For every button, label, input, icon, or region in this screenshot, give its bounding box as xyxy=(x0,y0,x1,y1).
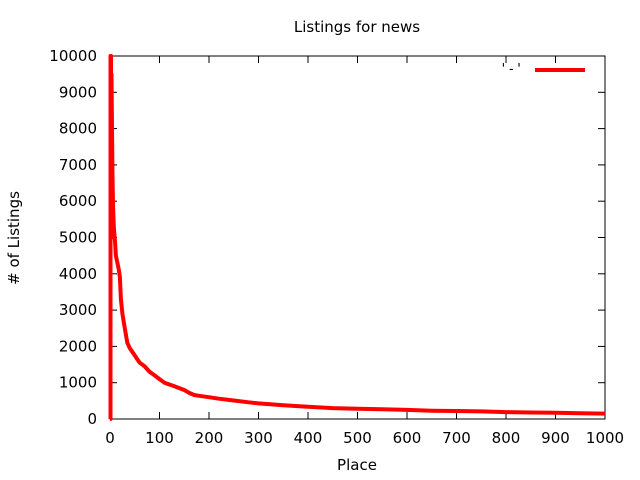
y-axis-title: # of Listings xyxy=(5,191,23,285)
y-tick-label: 2000 xyxy=(59,337,97,355)
x-tick-label: 600 xyxy=(393,429,422,447)
x-axis-title: Place xyxy=(337,456,377,474)
x-tick-label: 0 xyxy=(105,429,115,447)
y-tick-label: 9000 xyxy=(59,83,97,101)
x-tick-label: 500 xyxy=(343,429,372,447)
y-tick-label: 1000 xyxy=(59,374,97,392)
plot-frame xyxy=(109,55,606,420)
y-tick-label: 4000 xyxy=(59,265,97,283)
x-tick-label: 900 xyxy=(541,429,570,447)
x-tick-label: 1000 xyxy=(586,429,624,447)
y-tick-label: 0 xyxy=(87,410,97,428)
y-tick-label: 7000 xyxy=(59,156,97,174)
y-tick-label: 5000 xyxy=(59,229,97,247)
chart-title: Listings for news xyxy=(294,18,420,36)
legend-label: '-' xyxy=(500,62,523,77)
y-tick-label: 8000 xyxy=(59,120,97,138)
x-tick-label: 700 xyxy=(442,429,471,447)
x-tick-label: 300 xyxy=(244,429,273,447)
x-tick-label: 200 xyxy=(195,429,224,447)
x-tick-label: 100 xyxy=(145,429,174,447)
legend: '-' xyxy=(500,62,585,77)
y-tick-label: 6000 xyxy=(59,192,97,210)
y-tick-label: 10000 xyxy=(49,47,97,65)
x-tick-label: 800 xyxy=(492,429,521,447)
x-tick-label: 400 xyxy=(294,429,323,447)
y-tick-label: 3000 xyxy=(59,301,97,319)
series-line-0 xyxy=(108,54,606,421)
